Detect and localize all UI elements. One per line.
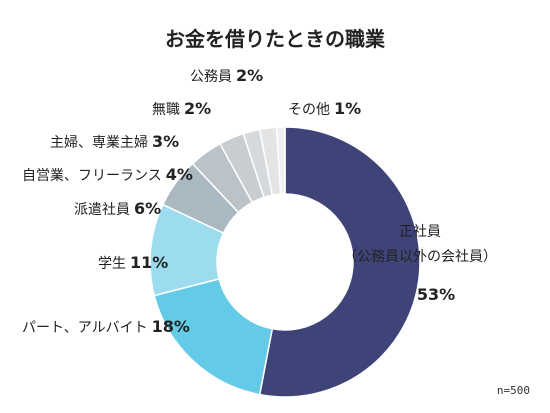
slice-1-label: パート、アルバイト 18% [22, 317, 190, 336]
slice-1 [153, 277, 274, 396]
slice-6-name: 無職 [152, 102, 180, 118]
slice-2-name: 学生 [98, 256, 126, 272]
slice-1-pct: 18% [152, 317, 190, 336]
slice-4-label: 自営業、フリーランス 4% [22, 165, 193, 184]
slice-3-pct: 6% [134, 199, 161, 218]
slice-1-name: パート、アルバイト [22, 320, 148, 336]
slice-7-name: 公務員 [190, 69, 232, 85]
slice-7-label: 公務員 2% [190, 66, 263, 85]
slice-5-label: 主婦、専業主婦 3% [50, 132, 179, 151]
slice-4-name: 自営業、フリーランス [22, 168, 162, 184]
slice-8-pct: 1% [334, 99, 361, 118]
slice-0-name-line-1: （公務員以外の会社員） [343, 249, 497, 265]
donut-slices [149, 126, 421, 398]
slice-6-pct: 2% [184, 99, 211, 118]
chart-title: お金を借りたときの職業 [165, 27, 386, 51]
slice-labels: 正社員 （公務員以外の会社員） 53% パート、アルバイト 18% 学生 11% 派遣社員 6%… [22, 66, 497, 336]
sample-size-note: n=500 [497, 384, 530, 397]
slice-6-label: 無職 2% [152, 99, 211, 118]
slice-7-pct: 2% [236, 66, 263, 85]
slice-8-label: その他 1% [288, 99, 361, 118]
slice-0-pct: 53% [417, 285, 455, 304]
slice-2-pct: 11% [130, 253, 168, 272]
slice-4-pct: 4% [166, 165, 193, 184]
slice-5-name: 主婦、専業主婦 [50, 134, 148, 151]
slice-0 [258, 126, 421, 398]
slice-2-label: 学生 11% [98, 253, 168, 272]
slice-5-pct: 3% [152, 132, 179, 151]
slice-8 [275, 126, 286, 195]
slice-0-name-line-0: 正社員 [399, 224, 441, 240]
slice-3-name: 派遣社員 [74, 202, 130, 218]
slice-8-name: その他 [288, 102, 330, 118]
slice-3-label: 派遣社員 6% [74, 199, 161, 218]
